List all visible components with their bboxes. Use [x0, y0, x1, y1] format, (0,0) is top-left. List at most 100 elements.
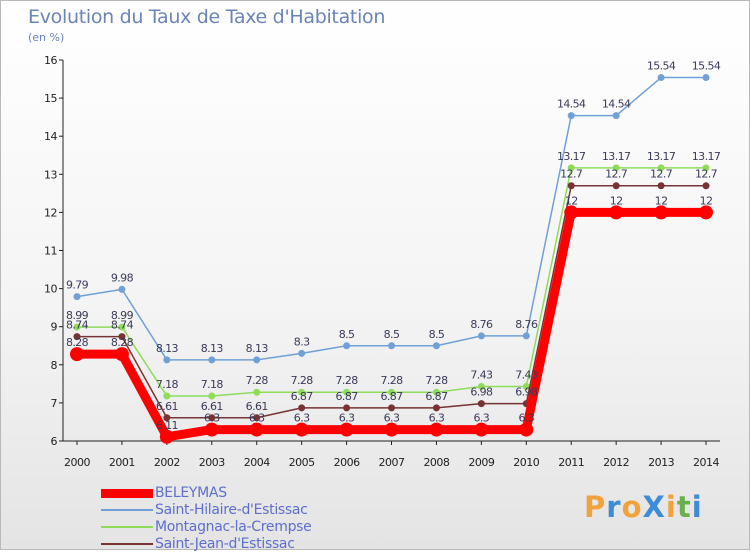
- data-label-saint-hilaire-d-estissac: 8.13: [156, 342, 179, 355]
- y-tick-label: 14: [44, 130, 57, 143]
- x-tick-label: 2013: [648, 456, 674, 469]
- data-point-beleymas: [159, 429, 174, 444]
- data-label-saint-jean-d-estissac: 6.87: [291, 390, 314, 403]
- data-label-beleymas: 12: [565, 194, 578, 207]
- data-label-saint-jean-d-estissac: 6.61: [201, 400, 223, 413]
- data-label-saint-jean-d-estissac: 6.98: [470, 386, 493, 399]
- data-label-saint-hilaire-d-estissac: 15.54: [647, 60, 676, 73]
- legend-swatch: [101, 543, 153, 545]
- x-tick-label: 2000: [64, 456, 90, 469]
- data-point-saint-jean-d-estissac: [208, 414, 216, 422]
- data-point-montagnac-la-crempse: [567, 164, 575, 172]
- data-point-saint-hilaire-d-estissac: [702, 74, 710, 82]
- x-tick-label: 2010: [513, 456, 539, 469]
- logo-letter: P: [584, 490, 607, 524]
- legend-item: BELEYMAS: [101, 485, 401, 502]
- legend-item: Montagnac-la-Crempse: [101, 519, 401, 536]
- x-tick-label: 2012: [603, 456, 629, 469]
- y-tick-label: 10: [44, 283, 57, 296]
- chart-title: Evolution du Taux de Taxe d'Habitation: [28, 6, 386, 28]
- data-point-saint-jean-d-estissac: [163, 414, 171, 422]
- logo-letter: r: [606, 490, 622, 524]
- y-tick-label: 13: [44, 168, 57, 181]
- y-tick-label: 16: [44, 54, 57, 67]
- data-label-saint-hilaire-d-estissac: 8.13: [246, 342, 269, 355]
- logo-letter: i: [665, 490, 677, 524]
- x-tick-label: 2002: [154, 456, 180, 469]
- legend-label: Saint-Hilaire-d'Estissac: [155, 502, 308, 518]
- data-point-saint-hilaire-d-estissac: [432, 342, 440, 350]
- data-point-beleymas: [699, 205, 714, 220]
- data-label-montagnac-la-crempse: 13.17: [692, 150, 721, 163]
- data-point-saint-hilaire-d-estissac: [477, 332, 485, 340]
- data-label-montagnac-la-crempse: 13.17: [647, 150, 676, 163]
- data-label-montagnac-la-crempse: 7.28: [246, 374, 269, 387]
- data-point-saint-hilaire-d-estissac: [118, 285, 126, 293]
- x-tick-label: 2004: [244, 456, 270, 469]
- x-tick-label: 2014: [693, 456, 719, 469]
- legend-label: Montagnac-la-Crempse: [155, 519, 312, 535]
- x-tick-label: 2011: [558, 456, 584, 469]
- x-tick-label: 2003: [199, 456, 225, 469]
- data-point-saint-jean-d-estissac: [343, 404, 351, 412]
- data-point-saint-jean-d-estissac: [298, 404, 306, 412]
- data-point-saint-jean-d-estissac: [612, 182, 620, 190]
- x-tick-label: 2005: [289, 456, 315, 469]
- data-label-beleymas: 8.28: [66, 336, 89, 349]
- data-point-saint-hilaire-d-estissac: [298, 349, 306, 357]
- legend-swatch: [101, 488, 153, 498]
- logo-letter: o: [621, 490, 643, 524]
- data-point-montagnac-la-crempse: [702, 164, 710, 172]
- data-label-beleymas: 6.3: [204, 412, 220, 425]
- data-point-saint-hilaire-d-estissac: [343, 342, 351, 350]
- data-point-saint-hilaire-d-estissac: [657, 74, 665, 82]
- legend-swatch: [101, 509, 153, 511]
- data-point-montagnac-la-crempse: [432, 388, 440, 396]
- series-line-saint-hilaire-d-estissac: [76, 76, 707, 361]
- data-label-saint-jean-d-estissac: 6.87: [336, 390, 359, 403]
- data-label-montagnac-la-crempse: 13.17: [602, 150, 631, 163]
- data-label-saint-hilaire-d-estissac: 8.3: [294, 335, 310, 348]
- data-point-saint-jean-d-estissac: [118, 333, 126, 341]
- data-point-saint-hilaire-d-estissac: [73, 293, 81, 301]
- x-tick-label: 2006: [334, 456, 360, 469]
- data-point-saint-hilaire-d-estissac: [253, 356, 261, 364]
- data-label-saint-jean-d-estissac: 6.61: [246, 400, 268, 413]
- data-point-saint-hilaire-d-estissac: [567, 112, 575, 120]
- data-point-saint-hilaire-d-estissac: [388, 342, 396, 350]
- data-label-montagnac-la-crempse: 7.28: [425, 374, 448, 387]
- data-label-montagnac-la-crempse: 7.18: [201, 378, 224, 391]
- data-label-saint-hilaire-d-estissac: 8.5: [429, 328, 445, 341]
- data-label-montagnac-la-crempse: 7.43: [470, 369, 493, 382]
- data-point-saint-jean-d-estissac: [73, 333, 81, 341]
- y-tick-label: 8: [51, 359, 58, 372]
- x-tick-label: 2007: [379, 456, 405, 469]
- y-tick-label: 7: [51, 397, 58, 410]
- data-label-beleymas: 12: [610, 194, 623, 207]
- y-tick-label: 12: [44, 206, 57, 219]
- data-point-saint-jean-d-estissac: [388, 404, 396, 412]
- data-label-saint-hilaire-d-estissac: 8.76: [470, 318, 493, 331]
- data-point-montagnac-la-crempse: [73, 323, 81, 331]
- x-tick-label: 2008: [423, 456, 449, 469]
- data-point-beleymas: [339, 422, 354, 437]
- data-point-beleymas: [114, 347, 129, 362]
- data-label-beleymas: 6.3: [294, 412, 310, 425]
- data-point-beleymas: [519, 422, 534, 437]
- data-label-beleymas: 6.11: [156, 419, 178, 432]
- data-point-montagnac-la-crempse: [477, 383, 485, 391]
- data-label-saint-hilaire-d-estissac: 9.98: [111, 271, 134, 284]
- proxiti-logo: ProXiti: [584, 490, 703, 524]
- data-point-montagnac-la-crempse: [253, 388, 261, 396]
- data-label-montagnac-la-crempse: 7.43: [515, 369, 538, 382]
- data-label-montagnac-la-crempse: 8.99: [66, 309, 89, 322]
- y-tick-label: 11: [44, 245, 57, 258]
- x-tick-label: 2009: [468, 456, 494, 469]
- data-label-saint-jean-d-estissac: 6.61: [156, 400, 178, 413]
- data-label-beleymas: 6.3: [249, 412, 265, 425]
- data-label-saint-jean-d-estissac: 12.7: [695, 168, 718, 181]
- data-label-saint-jean-d-estissac: 6.87: [425, 390, 448, 403]
- data-label-beleymas: 12: [655, 194, 668, 207]
- data-point-beleymas: [564, 205, 579, 220]
